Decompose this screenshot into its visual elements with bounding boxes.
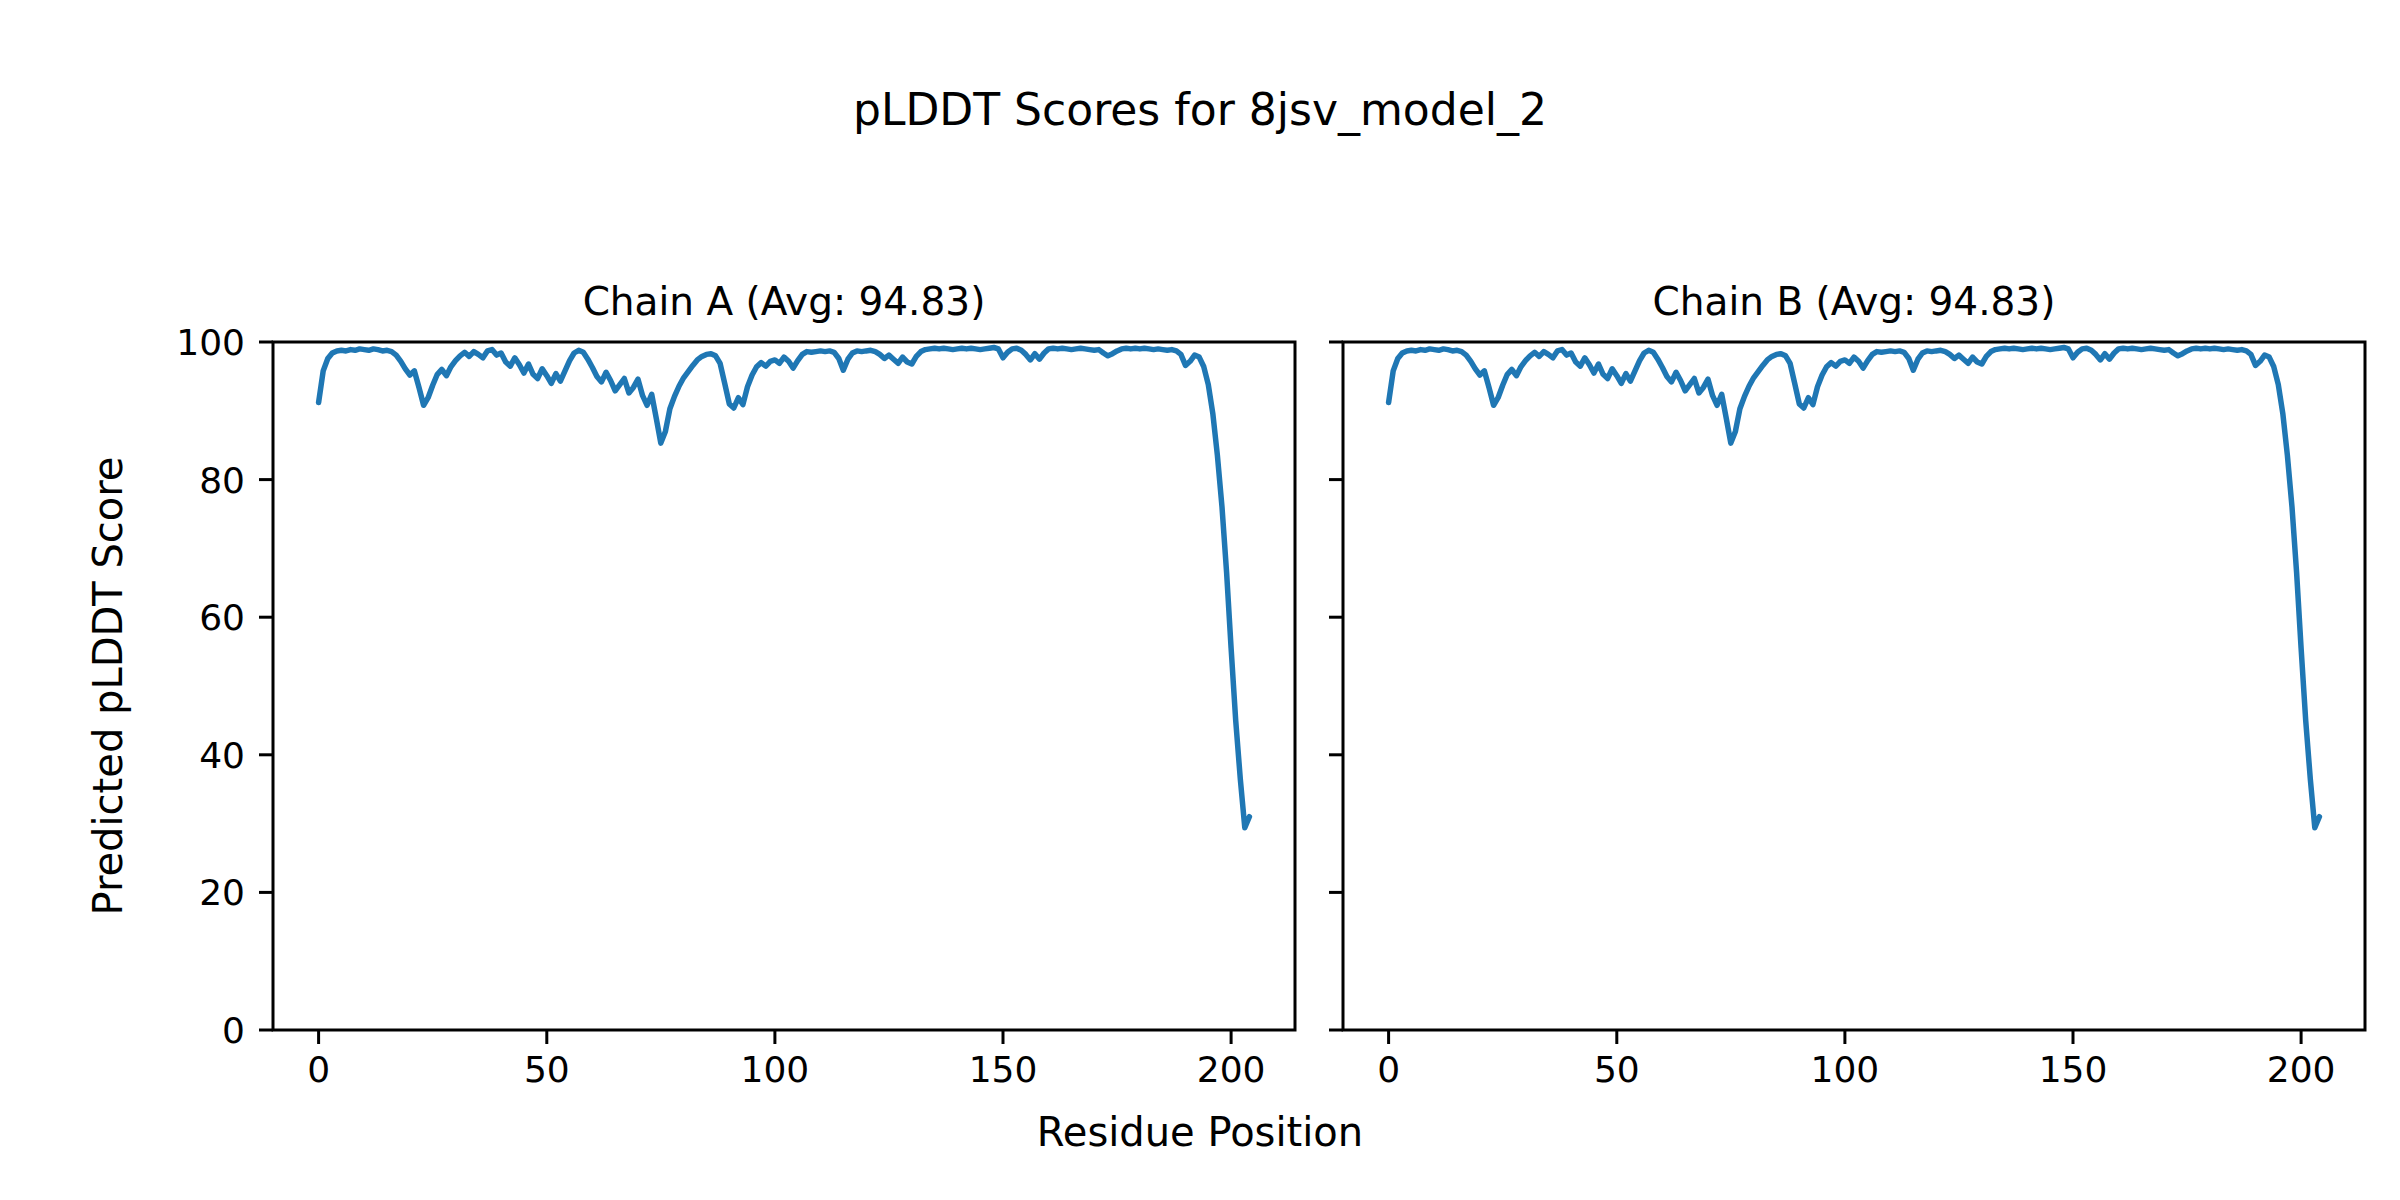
x-tick-label: 150	[969, 1049, 1038, 1090]
chain-b-title: Chain B (Avg: 94.83)	[1343, 282, 2365, 321]
figure-title: pLDDT Scores for 8jsv_model_2	[0, 88, 2400, 132]
plddt-line-chain-b	[1389, 348, 2320, 828]
x-tick-label: 0	[307, 1049, 330, 1090]
chain-a-title: Chain A (Avg: 94.83)	[273, 282, 1295, 321]
x-tick-label: 100	[741, 1049, 810, 1090]
y-tick-label: 20	[199, 872, 245, 913]
y-tick-label: 100	[176, 322, 245, 363]
axes-spines	[1343, 342, 2365, 1030]
x-tick-label: 50	[524, 1049, 570, 1090]
x-tick-label: 150	[2039, 1049, 2108, 1090]
chain-b-canvas: 050100150200	[1343, 342, 2365, 1030]
y-tick-label: 0	[222, 1010, 245, 1051]
x-tick-label: 50	[1594, 1049, 1640, 1090]
axes-spines	[273, 342, 1295, 1030]
chain-a-canvas: 050100150200020406080100	[273, 342, 1295, 1030]
y-axis-label: Predicted pLDDT Score	[88, 457, 128, 916]
y-tick-label: 60	[199, 597, 245, 638]
y-tick-label: 40	[199, 735, 245, 776]
figure: pLDDT Scores for 8jsv_model_2 Chain A (A…	[0, 0, 2400, 1200]
chain-b-plot: Chain B (Avg: 94.83) 050100150200	[1343, 342, 2365, 1030]
x-tick-label: 0	[1377, 1049, 1400, 1090]
x-tick-label: 200	[2267, 1049, 2336, 1090]
y-tick-label: 80	[199, 460, 245, 501]
x-tick-label: 100	[1811, 1049, 1880, 1090]
x-axis-label: Residue Position	[0, 1112, 2400, 1152]
x-tick-label: 200	[1197, 1049, 1266, 1090]
plddt-line-chain-a	[319, 348, 1250, 828]
chain-a-plot: Chain A (Avg: 94.83) 0501001502000204060…	[273, 342, 1295, 1030]
